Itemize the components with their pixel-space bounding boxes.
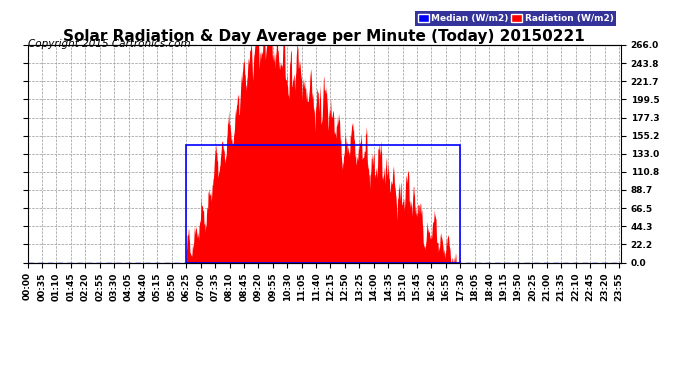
Title: Solar Radiation & Day Average per Minute (Today) 20150221: Solar Radiation & Day Average per Minute… xyxy=(63,29,585,44)
Legend: Median (W/m2), Radiation (W/m2): Median (W/m2), Radiation (W/m2) xyxy=(415,12,616,26)
Bar xyxy=(186,145,460,262)
Text: Copyright 2015 Cartronics.com: Copyright 2015 Cartronics.com xyxy=(28,39,190,50)
